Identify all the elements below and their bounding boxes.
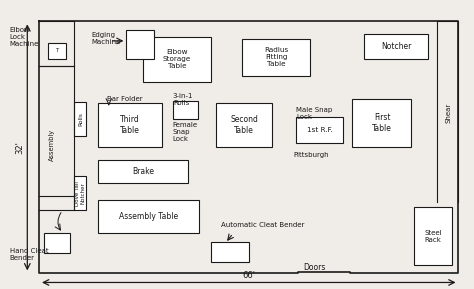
FancyBboxPatch shape — [353, 99, 411, 147]
FancyBboxPatch shape — [364, 34, 428, 59]
Text: Assembly: Assembly — [49, 128, 55, 161]
FancyBboxPatch shape — [173, 101, 198, 119]
FancyBboxPatch shape — [44, 233, 70, 253]
Text: First
Table: First Table — [372, 113, 392, 133]
Text: 66': 66' — [242, 271, 255, 280]
Text: Female
Snap
Lock: Female Snap Lock — [173, 122, 198, 142]
FancyBboxPatch shape — [98, 200, 199, 233]
FancyBboxPatch shape — [74, 101, 86, 136]
Text: Radius
Fitting
Table: Radius Fitting Table — [264, 47, 288, 67]
Text: Elbow
Lock
Machine: Elbow Lock Machine — [10, 27, 39, 47]
Text: Automatic Cleat Bender: Automatic Cleat Bender — [220, 222, 304, 228]
Text: 3-in-1
Rolls: 3-in-1 Rolls — [173, 93, 193, 106]
FancyBboxPatch shape — [126, 30, 154, 59]
FancyBboxPatch shape — [98, 103, 162, 147]
Text: Steel
Rack: Steel Rack — [424, 229, 442, 242]
Text: Pittsburgh: Pittsburgh — [293, 152, 329, 158]
Text: Shear: Shear — [445, 103, 451, 123]
Text: Rolls: Rolls — [78, 112, 83, 126]
Text: Dove Tail
Notcher: Dove Tail Notcher — [75, 181, 86, 205]
Text: Bar Folder: Bar Folder — [108, 96, 143, 102]
Text: Doors: Doors — [303, 262, 326, 271]
FancyBboxPatch shape — [211, 242, 249, 262]
Text: Hand Cleat
Bender: Hand Cleat Bender — [10, 248, 48, 261]
Text: 1st R.F.: 1st R.F. — [307, 127, 332, 133]
FancyBboxPatch shape — [216, 103, 273, 147]
FancyBboxPatch shape — [74, 176, 86, 210]
Text: Assembly Table: Assembly Table — [119, 212, 178, 221]
Text: Male Snap
Lock: Male Snap Lock — [296, 107, 332, 120]
FancyBboxPatch shape — [242, 39, 310, 76]
Text: T: T — [55, 48, 59, 53]
FancyBboxPatch shape — [296, 117, 343, 143]
FancyBboxPatch shape — [414, 208, 452, 265]
Text: Elbow
Storage
Table: Elbow Storage Table — [163, 49, 191, 69]
FancyBboxPatch shape — [47, 43, 66, 59]
FancyBboxPatch shape — [143, 37, 211, 81]
FancyBboxPatch shape — [98, 160, 188, 183]
Text: Edging
Machine: Edging Machine — [92, 32, 121, 45]
Text: Second
Table: Second Table — [230, 115, 258, 135]
Text: Brake: Brake — [132, 167, 154, 176]
Text: Notcher: Notcher — [381, 42, 411, 51]
Text: Third
Table: Third Table — [120, 115, 140, 135]
Text: 32': 32' — [15, 141, 24, 154]
